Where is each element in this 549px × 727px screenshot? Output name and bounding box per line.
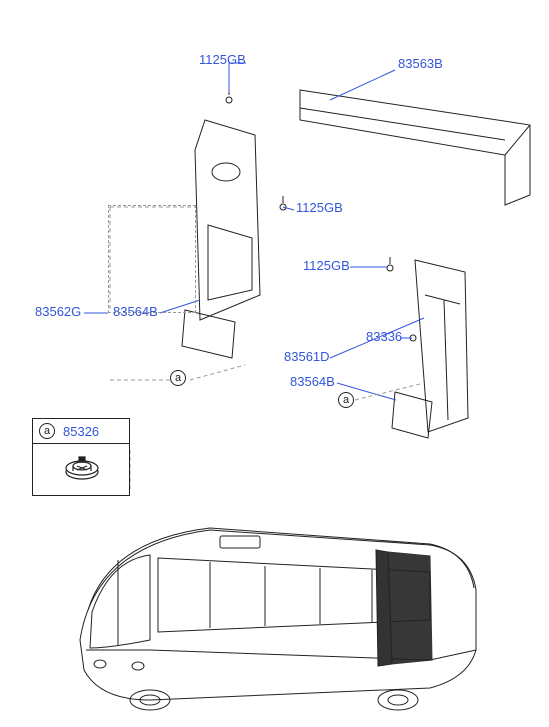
- callout-83336: 83336: [366, 329, 402, 344]
- legend-ref-85326: 85326: [63, 424, 99, 439]
- parts-line-art: [0, 0, 549, 727]
- legend-marker-a-icon: a: [39, 423, 55, 439]
- callout-1125GB-right: 1125GB: [303, 258, 350, 273]
- ref-box-left: [108, 205, 196, 313]
- callout-83564B-left: 83564B: [113, 304, 158, 319]
- callout-83562G: 83562G: [35, 304, 81, 319]
- callout-1125GB-top: 1125GB: [199, 52, 246, 67]
- fastener-icon: [33, 444, 131, 494]
- marker-a-2: a: [338, 392, 354, 408]
- callout-1125GB-mid: 1125GB: [296, 200, 343, 215]
- callout-83563B: 83563B: [398, 56, 443, 71]
- legend-box: a 85326: [32, 418, 130, 496]
- callout-83561D: 83561D: [284, 349, 330, 364]
- marker-a-1: a: [170, 370, 186, 386]
- callout-83564B-right: 83564B: [290, 374, 335, 389]
